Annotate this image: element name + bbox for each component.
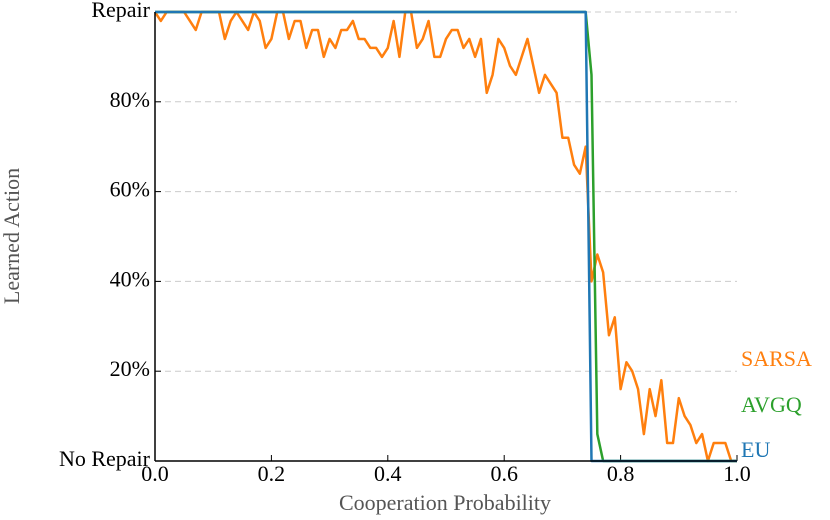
y-tick-label: 40% xyxy=(110,266,150,291)
y-tick-label: 80% xyxy=(110,87,150,112)
y-tick-label: 60% xyxy=(110,177,150,202)
x-tick-label: 0.8 xyxy=(607,461,635,486)
x-tick-label: 0.4 xyxy=(374,461,402,486)
x-tick-label: 0.0 xyxy=(141,461,169,486)
series-line xyxy=(153,10,737,463)
x-tick-label: 0.6 xyxy=(490,461,518,486)
x-axis-label: Cooperation Probability xyxy=(339,490,551,515)
y-axis-label: Learned Action xyxy=(0,168,24,304)
legend-label: AVGQ xyxy=(741,392,802,417)
x-tick-label: 0.2 xyxy=(258,461,286,486)
y-tick-label: Repair xyxy=(91,0,150,22)
x-tick-label: 1.0 xyxy=(723,461,751,486)
legend-label: SARSA xyxy=(741,346,812,371)
legend-label: EU xyxy=(741,437,770,462)
y-tick-label: 20% xyxy=(110,356,150,381)
y-tick-label: No Repair xyxy=(59,446,151,471)
